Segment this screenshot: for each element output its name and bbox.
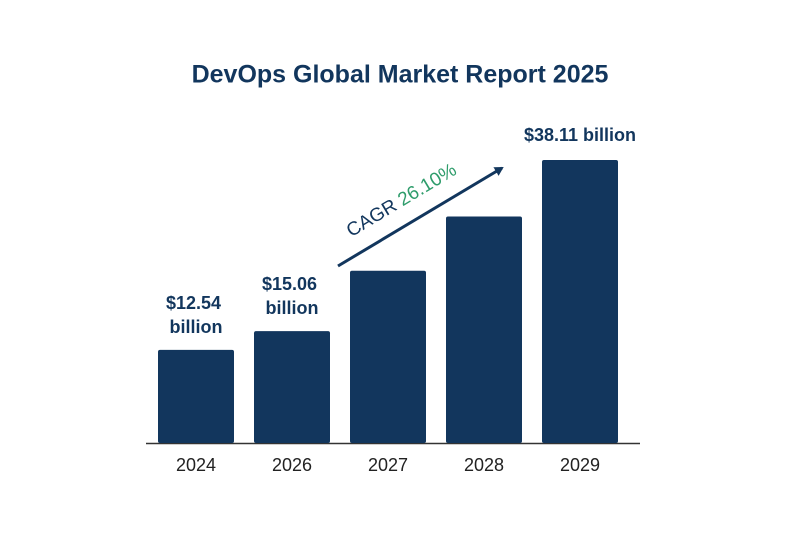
bar (350, 270, 426, 443)
value-label: $15.06 billion (262, 274, 322, 318)
value-label-line: $12.54 (166, 293, 226, 313)
bar (254, 331, 330, 443)
bar (542, 160, 618, 443)
chart-title: DevOps Global Market Report 2025 (192, 61, 609, 89)
x-tick-label: 2027 (368, 455, 408, 475)
value-label: $38.11 billion (524, 125, 636, 145)
value-label-line: billion (170, 317, 223, 337)
value-label-line: $15.06 (262, 274, 322, 294)
x-tick-label: 2029 (560, 455, 600, 475)
x-tick-label: 2024 (176, 455, 216, 475)
bar (158, 349, 234, 443)
value-label-line: billion (266, 298, 319, 318)
bar (446, 216, 522, 443)
x-tick-label: 2028 (464, 455, 504, 475)
cagr-arrow (337, 166, 504, 268)
value-label: $12.54 billion (166, 293, 226, 337)
x-tick-label: 2026 (272, 455, 312, 475)
cagr-value: 26.10% (394, 160, 460, 211)
